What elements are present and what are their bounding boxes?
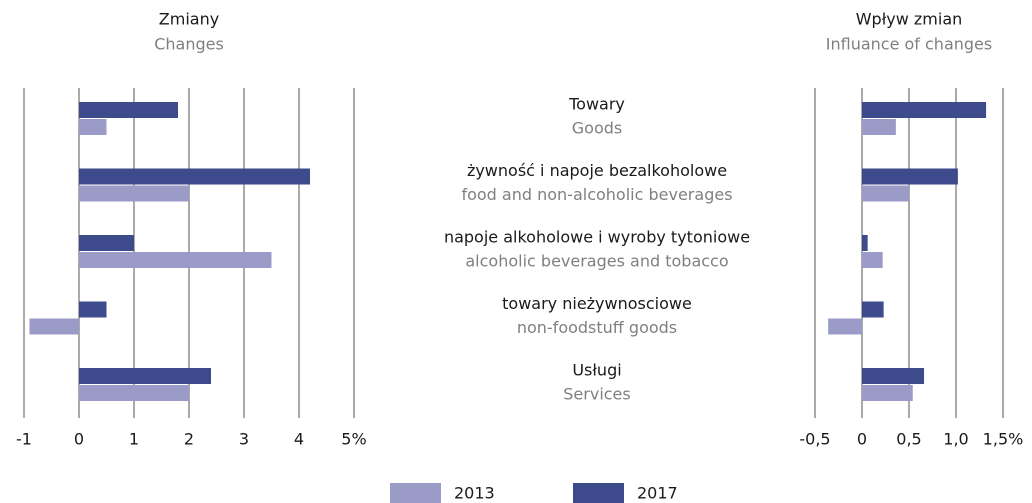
chart-subtitle: Influance of changes: [826, 35, 992, 54]
legend-swatch: [573, 483, 624, 503]
bar: [29, 318, 79, 335]
x-tick-label: 4: [294, 430, 304, 449]
bar: [79, 168, 310, 185]
x-tick-label: 3: [239, 430, 249, 449]
bar: [79, 235, 134, 251]
bar: [862, 102, 987, 118]
category-label-en: alcoholic beverages and tobacco: [465, 252, 728, 271]
chart-subtitle: Changes: [154, 35, 224, 54]
x-tick-label: 1,5%: [983, 430, 1024, 449]
legend-swatch: [390, 483, 441, 503]
x-tick-label: 0: [74, 430, 84, 449]
bar: [862, 368, 925, 384]
x-tick-label: 0: [857, 430, 867, 449]
bar: [862, 168, 958, 185]
bar: [79, 368, 211, 384]
category-label: napoje alkoholowe i wyroby tytoniowe: [444, 228, 750, 247]
bar: [79, 102, 178, 118]
bar: [862, 119, 896, 135]
category-label: żywność i napoje bezalkoholowe: [467, 161, 727, 180]
chart-title: Wpływ zmian: [856, 10, 963, 29]
x-tick-label: -0,5: [799, 430, 830, 449]
bar: [828, 318, 862, 335]
legend-label: 2017: [637, 484, 678, 503]
x-tick-label: 1,0: [943, 430, 968, 449]
bar: [862, 301, 884, 318]
x-tick-label: 0,5: [896, 430, 921, 449]
bar: [79, 252, 272, 268]
x-tick-label: 5%: [341, 430, 366, 449]
category-label-en: Goods: [572, 119, 622, 138]
category-label-en: food and non-alcoholic beverages: [461, 185, 732, 204]
bar: [79, 185, 189, 202]
x-tick-label: 2: [184, 430, 194, 449]
bar: [862, 235, 868, 251]
legend-label: 2013: [454, 484, 495, 503]
category-label: Usługi: [572, 361, 621, 380]
chart-title: Zmiany: [159, 10, 219, 29]
bar: [862, 385, 913, 401]
x-tick-label: -1: [16, 430, 32, 449]
bar: [79, 385, 189, 401]
x-tick-label: 1: [129, 430, 139, 449]
bar: [862, 252, 883, 268]
bar: [79, 119, 107, 135]
category-label-en: Services: [563, 385, 630, 404]
bar: [79, 301, 107, 318]
category-label: Towary: [568, 95, 625, 114]
category-label: towary nieżywnosciowe: [502, 294, 692, 313]
bar: [862, 185, 909, 202]
category-label-en: non-foodstuff goods: [517, 318, 677, 337]
